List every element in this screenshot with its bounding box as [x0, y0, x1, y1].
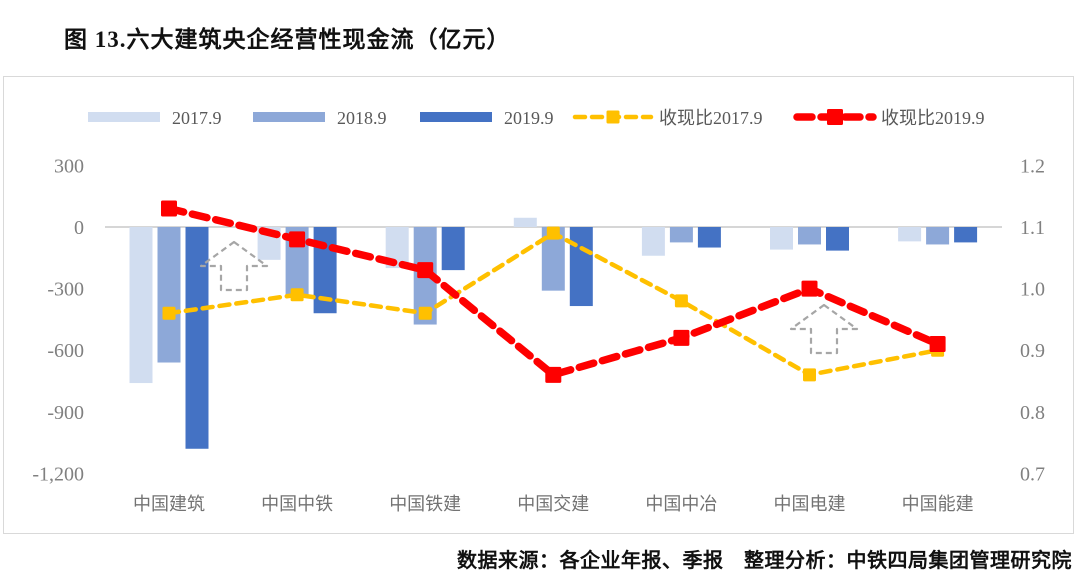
up-arrow-icon	[199, 240, 269, 292]
category-label-1: 中国中铁	[261, 494, 333, 514]
category-label-0: 中国建筑	[133, 494, 205, 514]
bar-s2-c6	[954, 227, 978, 243]
right-axis-tick-2: 1.0	[1020, 279, 1045, 301]
marker-s0-c3	[546, 226, 560, 240]
legend-label-4: 收现比2019.9	[881, 108, 985, 128]
legend-swatch-0	[88, 112, 160, 122]
legend-label-1: 2018.9	[337, 108, 387, 128]
right-axis-tick-0: 1.2	[1020, 155, 1045, 177]
legend-swatch-2	[420, 112, 492, 122]
bar-s2-c3	[569, 227, 593, 307]
left-axis-tick-1: 0	[74, 217, 84, 239]
marker-s0-c0	[162, 306, 176, 320]
bar-s2-c5	[826, 227, 849, 251]
marker-s1-c1	[289, 231, 306, 248]
left-axis-tick-4: -900	[47, 402, 84, 424]
marker-s0-c2	[418, 306, 432, 320]
bar-s1-c6	[926, 227, 950, 245]
right-axis-tick-5: 0.7	[1020, 463, 1045, 485]
marker-s1-c2	[417, 262, 434, 279]
bar-s0-c4	[641, 227, 665, 256]
bar-s1-c4	[669, 227, 693, 243]
chart-box	[3, 76, 1074, 534]
left-axis-tick-0: 300	[54, 155, 84, 177]
category-label-3: 中国交建	[517, 494, 589, 514]
bar-s0-c5	[770, 227, 793, 250]
category-label-6: 中国能建	[902, 494, 974, 514]
left-axis-tick-3: -600	[47, 340, 84, 362]
marker-s0-c5	[803, 368, 816, 382]
right-axis-tick-3: 0.9	[1020, 340, 1045, 362]
marker-s1-c6	[929, 336, 946, 353]
marker-s0-c4	[674, 294, 688, 308]
bar-s0-c3	[513, 217, 537, 227]
category-label-4: 中国中冶	[645, 494, 717, 514]
legend-marker-3	[606, 110, 620, 124]
left-axis-tick-5: -1,200	[32, 463, 84, 485]
legend-swatch-1	[253, 112, 325, 122]
bar-s0-c6	[898, 227, 922, 242]
category-label-2: 中国铁建	[389, 494, 461, 514]
source-note: 数据来源：各企业年报、季报 整理分析：中铁四局集团管理研究院	[457, 550, 1072, 572]
category-label-5: 中国电建	[774, 494, 846, 514]
bar-s0-c2	[385, 227, 409, 269]
legend-marker-4	[827, 109, 843, 125]
bar-s1-c0	[157, 227, 181, 363]
left-axis-tick-2: -300	[47, 279, 84, 301]
legend-label-2: 2019.9	[504, 108, 554, 128]
marker-s0-c1	[290, 288, 304, 302]
bar-s1-c5	[798, 227, 821, 245]
bar-s2-c2	[441, 227, 465, 271]
legend-label-3: 收现比2017.9	[659, 108, 763, 128]
figure-title: 图 13.六大建筑央企经营性现金流（亿元）	[64, 27, 511, 52]
right-axis-tick-4: 0.8	[1020, 402, 1045, 424]
bar-s2-c0	[185, 227, 209, 449]
up-arrow-icon	[789, 303, 859, 355]
marker-s1-c4	[673, 329, 690, 346]
marker-s1-c3	[545, 366, 562, 383]
marker-s1-c5	[801, 280, 818, 297]
bar-s2-c4	[697, 227, 721, 248]
legend-label-0: 2017.9	[172, 108, 222, 128]
bar-s0-c0	[129, 227, 153, 384]
right-axis-tick-1: 1.1	[1020, 217, 1045, 239]
marker-s1-c0	[161, 200, 177, 217]
bar-s1-c3	[541, 227, 565, 291]
